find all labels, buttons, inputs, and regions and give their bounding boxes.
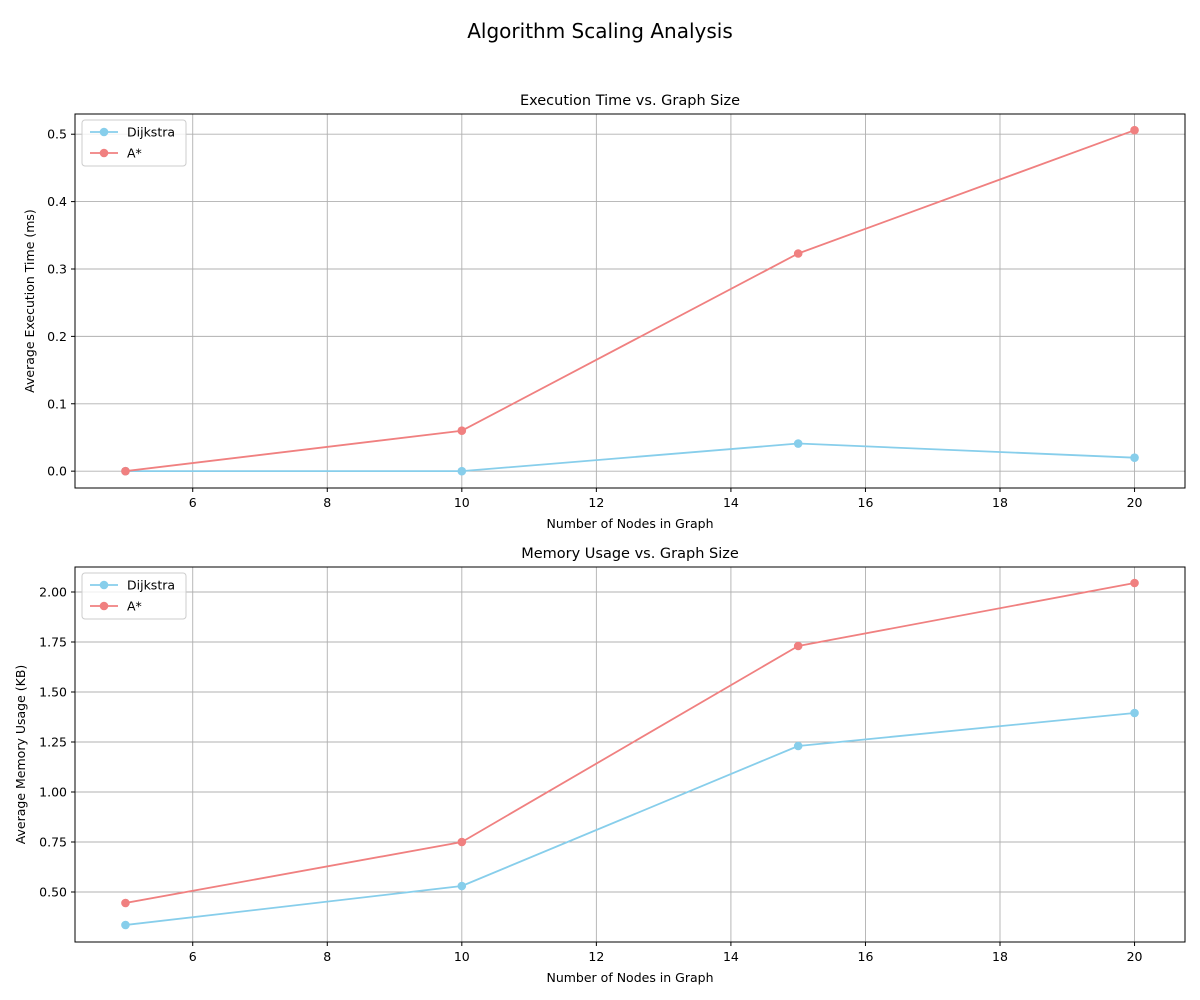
exec-time-point-dijkstra xyxy=(1130,453,1139,462)
memory-legend-marker-a-star xyxy=(99,601,109,611)
exec-time-series-line-a-star xyxy=(125,129,1135,473)
memory-point-a-star xyxy=(1130,578,1139,588)
exec-time-x-tick-label: 16 xyxy=(858,495,874,510)
memory-y-tick-label: 1.25 xyxy=(39,735,67,750)
exec-time-point-a-star xyxy=(1130,125,1139,135)
exec-time-x-tick-label: 6 xyxy=(189,495,197,510)
memory-y-tick-label: 0.75 xyxy=(39,835,67,850)
exec-time-x-axis-label: Number of Nodes in Graph xyxy=(546,516,713,531)
exec-time-x-tick-label: 12 xyxy=(588,495,604,510)
memory-x-tick-label: 14 xyxy=(723,949,739,964)
exec-time-y-tick-label: 0.2 xyxy=(47,329,67,344)
exec-time-legend-label-a-star: A* xyxy=(127,146,142,161)
memory-x-tick-label: 20 xyxy=(1127,949,1143,964)
memory-x-tick-label: 8 xyxy=(323,949,331,964)
exec-time-chart-title: Execution Time vs. Graph Size xyxy=(520,93,740,109)
memory-legend-marker-dijkstra xyxy=(99,580,109,590)
memory-x-tick-label: 18 xyxy=(992,949,1008,964)
memory-axes-frame xyxy=(74,566,1186,943)
memory-point-a-star xyxy=(793,641,803,651)
exec-time-x-tick-label: 10 xyxy=(454,495,470,510)
exec-time-series-line-dijkstra xyxy=(125,442,1135,473)
memory-y-tick-label: 2.00 xyxy=(39,585,67,600)
memory-x-tick-label: 10 xyxy=(454,949,470,964)
exec-time-x-tick-label: 14 xyxy=(723,495,739,510)
exec-time-legend-marker-dijkstra xyxy=(99,127,109,137)
memory-x-axis-label: Number of Nodes in Graph xyxy=(546,970,713,985)
memory-point-a-star xyxy=(457,837,467,847)
memory-x-tick-label: 6 xyxy=(189,949,197,964)
exec-time-legend-marker-a-star xyxy=(99,148,109,158)
exec-time-point-dijkstra xyxy=(793,439,803,448)
memory-y-tick-label: 1.00 xyxy=(39,785,67,800)
exec-time-legend-label-dijkstra: Dijkstra xyxy=(127,125,175,140)
memory-series-line-a-star xyxy=(125,582,1135,904)
exec-time-y-tick-label: 0.3 xyxy=(47,261,67,276)
exec-time-point-a-star xyxy=(793,249,803,258)
memory-x-tick-label: 12 xyxy=(588,949,604,964)
exec-time-y-tick-label: 0.5 xyxy=(47,127,67,142)
figure-title: Algorithm Scaling Analysis xyxy=(467,19,733,43)
memory-y-axis-label: Average Memory Usage (KB) xyxy=(13,665,28,845)
exec-time-y-axis-label: Average Execution Time (ms) xyxy=(22,209,37,393)
exec-time-point-a-star xyxy=(121,466,130,476)
memory-series-line-dijkstra xyxy=(125,712,1135,926)
memory-y-tick-label: 0.50 xyxy=(39,885,67,900)
memory-point-dijkstra xyxy=(457,881,467,891)
memory-y-tick-label: 1.50 xyxy=(39,685,67,700)
memory-point-dijkstra xyxy=(793,741,803,751)
exec-time-y-tick-label: 0.1 xyxy=(47,396,67,411)
memory-y-tick-label: 1.75 xyxy=(39,635,67,650)
memory-legend: Dijkstra A* xyxy=(81,572,187,620)
memory-point-dijkstra xyxy=(121,920,130,930)
exec-time-x-tick-label: 8 xyxy=(323,495,331,510)
memory-x-tick-label: 16 xyxy=(858,949,874,964)
memory-panel: 6 8 10 12 14 16 18 20 0.50 0.75 1.00 1.25 1.50 1.75 2.… xyxy=(13,546,1186,985)
exec-time-x-tick-label: 18 xyxy=(992,495,1008,510)
exec-time-axes-frame xyxy=(74,113,1186,489)
memory-point-dijkstra xyxy=(1130,708,1139,718)
memory-chart-title: Memory Usage vs. Graph Size xyxy=(521,546,739,562)
exec-time-x-tick-label: 20 xyxy=(1127,495,1143,510)
exec-time-legend: Dijkstra A* xyxy=(81,119,187,167)
exec-time-y-tick-label: 0.0 xyxy=(47,464,67,479)
memory-point-a-star xyxy=(121,898,130,908)
exec-time-point-dijkstra xyxy=(457,466,467,476)
exec-time-y-tick-label: 0.4 xyxy=(47,194,67,209)
memory-legend-label-dijkstra: Dijkstra xyxy=(127,578,175,593)
memory-legend-label-a-star: A* xyxy=(127,599,142,614)
exec-time-panel: 6 8 10 12 14 16 18 20 0.0 0.1 0.2 0.3 0.4 0.5 Executio… xyxy=(22,93,1186,531)
exec-time-point-a-star xyxy=(457,426,467,436)
